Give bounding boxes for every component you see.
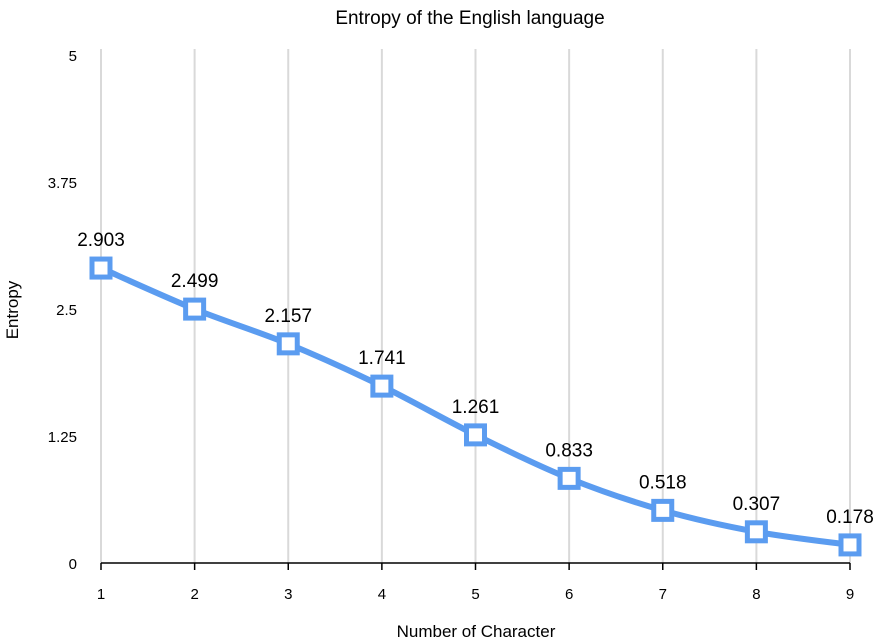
data-label-6: 0.833 [545,440,593,461]
x-tick-label: 8 [752,586,760,603]
data-point-4 [370,374,394,398]
y-tick-label: 0 [69,556,77,573]
y-tick-label: 5 [69,48,77,65]
x-tick-label: 9 [846,586,854,603]
y-tick-label: 3.75 [48,175,77,192]
data-point-3 [276,332,300,356]
x-tick-label: 1 [97,586,105,603]
data-markers [89,256,862,557]
y-tick-label: 1.25 [48,429,77,446]
data-label-4: 1.741 [358,348,406,369]
data-label-5: 1.261 [452,397,500,418]
data-point-2 [183,297,207,321]
data-label-7: 0.518 [639,472,687,493]
grid-lines [100,49,851,563]
data-point-9 [838,533,862,557]
data-labels: 2.903 2.499 2.157 1.741 1.261 0.833 0.518 0.307… [77,230,874,528]
y-axis-ticks: 0 1.25 2.5 3.75 5 [48,48,77,573]
x-tick-label: 4 [378,586,386,603]
x-tick-label: 3 [284,586,292,603]
data-point-7 [651,498,675,522]
x-tick-label: 7 [659,586,667,603]
data-label-1: 2.903 [77,230,125,251]
data-label-2: 2.499 [171,271,219,292]
data-label-3: 2.157 [264,306,312,327]
x-tick-label: 6 [565,586,573,603]
y-axis-title: Entropy [3,280,22,339]
x-axis-ticks: 1 2 3 4 5 6 7 8 9 [97,563,854,603]
chart-title: Entropy of the English language [335,8,604,29]
data-label-8: 0.307 [733,494,781,515]
data-label-9: 0.178 [826,507,874,528]
x-tick-label: 2 [190,586,198,603]
x-axis-title: Number of Character [397,622,556,641]
data-point-6 [557,466,581,490]
data-point-8 [744,520,768,544]
data-point-5 [464,423,487,447]
data-point-1 [89,256,113,280]
x-tick-label: 5 [471,586,479,603]
y-tick-label: 2.5 [56,302,77,319]
